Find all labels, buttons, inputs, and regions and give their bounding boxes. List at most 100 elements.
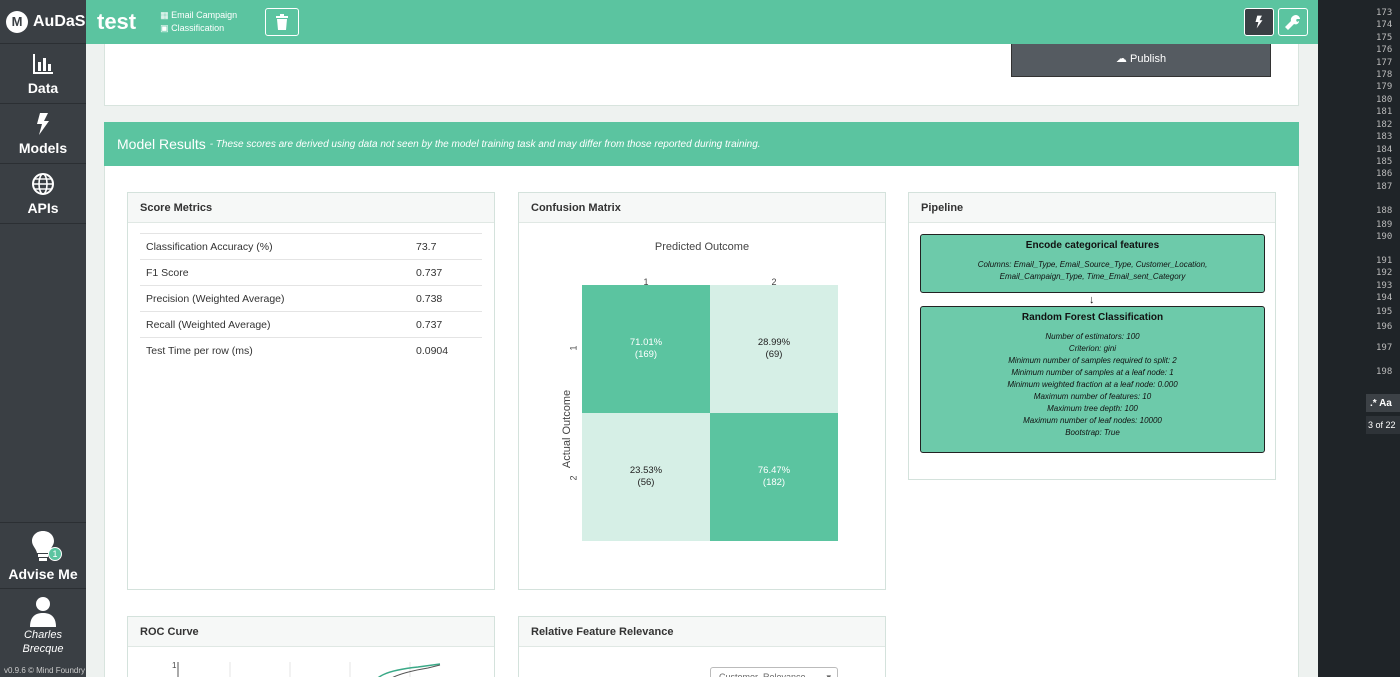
cell-count: (69) (765, 349, 783, 360)
version-label: v0.9.6 © Mind Foundry (4, 666, 86, 675)
pipeline-step-line: Maximum tree depth: 100 (1047, 404, 1138, 413)
model-results-area: Score Metrics Classification Accuracy (%… (104, 166, 1299, 677)
line-number: 179 (1376, 82, 1393, 92)
line-number: 194 (1376, 293, 1393, 303)
roc-curve-chart: 1 (172, 661, 441, 677)
metric-name: Recall (Weighted Average) (140, 311, 410, 338)
brand[interactable]: M AuDaS (0, 0, 86, 44)
trash-icon (276, 14, 289, 30)
actual-outcome-label: Actual Outcome (561, 389, 573, 469)
pipeline-step-line: Columns: Email_Type, Email_Source_Type, … (977, 260, 1208, 269)
line-number: 195 (1376, 307, 1393, 317)
user-profile[interactable]: Charles Brecque (0, 588, 86, 662)
delete-button[interactable] (265, 8, 300, 36)
project-title[interactable]: test (97, 9, 137, 34)
feature-relevance-title: Relative Feature Relevance (519, 617, 885, 647)
sidebar-item-models[interactable]: Models (0, 104, 86, 164)
line-number: 182 (1376, 120, 1393, 130)
table-row: Classification Accuracy (%) 73.7 (140, 233, 482, 260)
confusion-matrix-panel: Confusion Matrix Predicted Outcome 1 2 A… (518, 192, 886, 590)
lightning-icon (37, 112, 49, 135)
wrench-icon (1285, 15, 1300, 30)
line-number: 198 (1376, 367, 1393, 377)
cell-count: (169) (634, 349, 658, 360)
row-label: 1 (568, 345, 579, 351)
col-label: 1 (643, 277, 649, 287)
pipeline-step-line: Email_Campaign_Type, Time_Email_sent_Cat… (999, 272, 1186, 281)
roc-curve-line (377, 663, 441, 677)
col-label: 2 (771, 277, 777, 287)
lightning-icon (1255, 15, 1263, 29)
publish-button[interactable]: ☁ Publish (1011, 44, 1271, 77)
dataset-name[interactable]: Email Campaign (171, 10, 238, 20)
header: test ▦ Email Campaign ▣ Classification (86, 0, 1318, 44)
line-number: 188 (1376, 206, 1393, 216)
arrow-down-icon: ↓ (1089, 294, 1095, 306)
cell-percent: 23.53% (629, 465, 663, 476)
feature-select[interactable]: Customer_Relevance ▾ (710, 667, 838, 677)
pipeline-panel: Pipeline Encode categorical features Col… (908, 192, 1276, 480)
find-options[interactable]: .* Aa (1366, 394, 1400, 412)
brand-name: AuDaS (33, 12, 86, 30)
task-name: Classification (171, 23, 225, 33)
line-number: 185 (1376, 157, 1393, 167)
brand-logo-icon: M (6, 10, 28, 33)
line-number: 197 (1376, 343, 1393, 353)
score-metrics-panel: Score Metrics Classification Accuracy (%… (127, 192, 495, 590)
line-number: 193 (1376, 281, 1393, 291)
metric-value: 0.737 (410, 259, 482, 286)
bar-chart-icon (33, 53, 53, 74)
roc-curve-panel: ROC Curve 1 (127, 616, 495, 677)
advise-me-label: Advise Me (8, 565, 78, 582)
sidebar-item-label: APIs (27, 199, 59, 216)
model-results-note: - These scores are derived using data no… (209, 138, 761, 150)
feature-relevance-panel: Relative Feature Relevance Customer_Rele… (518, 616, 886, 677)
run-button[interactable] (1244, 8, 1274, 36)
pipeline-step-name: Encode categorical features (1025, 240, 1160, 251)
user-icon (30, 596, 56, 627)
metric-name: Classification Accuracy (%) (140, 233, 410, 260)
line-number: 175 (1376, 33, 1393, 43)
task-icon: ▣ (160, 23, 172, 33)
metric-value: 73.7 (410, 233, 482, 260)
sidebar: M AuDaS Data Models APIs 1 Advise Me Cha… (0, 0, 86, 677)
row-label: 2 (568, 475, 579, 481)
main-content: ☁ Publish Model Results - These scores a… (86, 44, 1318, 677)
metric-value: 0.737 (410, 311, 482, 338)
advise-count-badge: 1 (48, 547, 62, 561)
line-number: 173 (1376, 8, 1393, 18)
pipeline-step-line: Minimum weighted fraction at a leaf node… (1007, 380, 1178, 389)
roc-curve-line (392, 664, 441, 677)
cell-count: (182) (762, 477, 786, 488)
pipeline-step-encode[interactable]: Encode categorical features Columns: Ema… (920, 234, 1265, 293)
line-number: 178 (1376, 70, 1393, 80)
score-metrics-title: Score Metrics (128, 193, 494, 223)
cell-percent: 71.01% (629, 337, 663, 348)
user-name-first: Charles (24, 628, 62, 641)
line-number: 190 (1376, 232, 1393, 242)
publish-label: Publish (1129, 52, 1167, 65)
metric-name: F1 Score (140, 259, 410, 286)
pipeline-step-line: Maximum number of leaf nodes: 10000 (1023, 416, 1162, 425)
dataset-icon: ▦ (160, 10, 172, 20)
line-number: 174 (1376, 20, 1393, 30)
line-number: 184 (1376, 145, 1393, 155)
pipeline-step-name: Random Forest Classification (1021, 312, 1164, 323)
advise-me-button[interactable]: 1 Advise Me (0, 522, 86, 588)
table-row: Precision (Weighted Average) 0.738 (140, 285, 482, 312)
sidebar-item-apis[interactable]: APIs (0, 164, 86, 224)
predicted-outcome-label: Predicted Outcome (654, 241, 750, 253)
project-meta: ▦ Email Campaign ▣ Classification (160, 9, 237, 35)
cell-percent: 28.99% (757, 337, 791, 348)
metric-value: 0.738 (410, 285, 482, 312)
sidebar-item-data[interactable]: Data (0, 44, 86, 104)
line-number: 192 (1376, 268, 1393, 278)
lightbulb-icon (32, 530, 54, 561)
pipeline-step-random-forest[interactable]: Random Forest Classification Number of e… (920, 306, 1265, 453)
model-results-title: Model Results (117, 136, 206, 152)
sidebar-item-label: Models (18, 139, 68, 156)
settings-button[interactable] (1278, 8, 1308, 36)
confusion-cell: 76.47% (182) (710, 413, 838, 541)
confusion-matrix-title: Confusion Matrix (519, 193, 885, 223)
pipeline-step-line: Minimum number of samples required to sp… (1008, 356, 1177, 365)
